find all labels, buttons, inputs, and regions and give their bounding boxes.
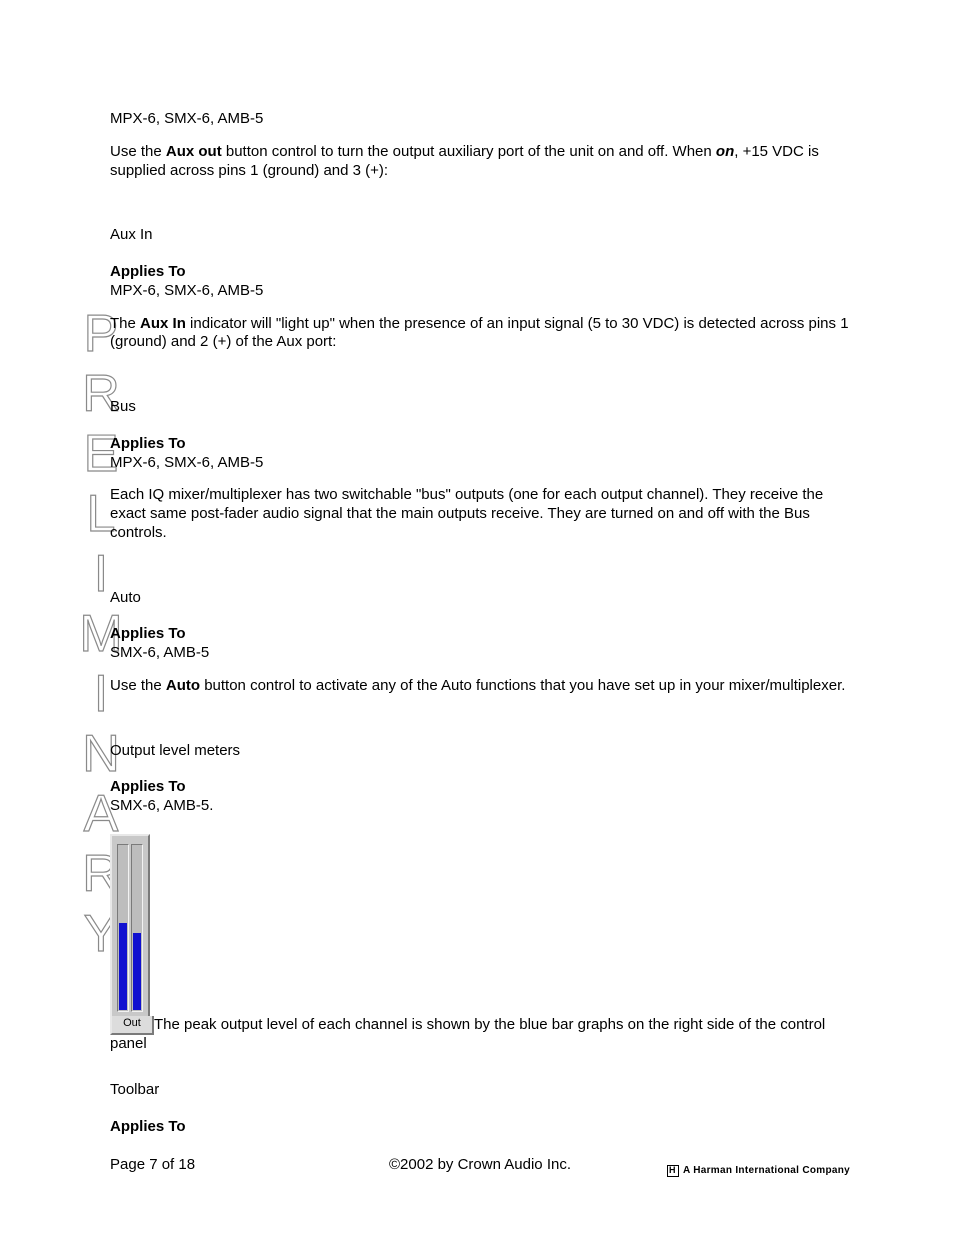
bus-body: Each IQ mixer/multiplexer has two switch… bbox=[110, 486, 850, 542]
auxout-body: Use the Aux out button control to turn t… bbox=[110, 143, 850, 181]
text: The bbox=[110, 315, 140, 332]
auto-bold: Auto bbox=[166, 677, 200, 694]
output-meter-graphic: Out bbox=[110, 834, 154, 1035]
auto-applies-value: SMX-6, AMB-5 bbox=[110, 644, 850, 663]
bus-title: Bus bbox=[110, 398, 850, 417]
meters-applies-value: SMX-6, AMB-5. bbox=[110, 797, 850, 816]
toolbar-title: Toolbar bbox=[110, 1081, 850, 1100]
text: Use the bbox=[110, 143, 166, 160]
auxout-on: on bbox=[716, 143, 734, 160]
auxin-applies-value: MPX-6, SMX-6, AMB-5 bbox=[110, 282, 850, 301]
meter-fill-right bbox=[133, 933, 141, 1009]
auxin-applies-label: Applies To bbox=[110, 263, 850, 282]
text: indicator will "light up" when the prese… bbox=[110, 315, 849, 351]
meters-body: The peak output level of each channel is… bbox=[110, 1016, 825, 1052]
auxin-body: The Aux In indicator will "light up" whe… bbox=[110, 315, 850, 353]
auxout-applies-value: MPX-6, SMX-6, AMB-5 bbox=[110, 110, 850, 129]
meter-fill-left bbox=[119, 923, 127, 1009]
auxout-bold: Aux out bbox=[166, 143, 222, 160]
auto-applies-label: Applies To bbox=[110, 625, 850, 644]
auxin-bold: Aux In bbox=[140, 315, 186, 332]
meters-title: Output level meters bbox=[110, 742, 850, 761]
toolbar-applies-label: Applies To bbox=[110, 1118, 850, 1137]
meters-row: Out The peak output level of each channe… bbox=[110, 834, 850, 1054]
meter-frame bbox=[110, 834, 150, 1016]
bus-applies-label: Applies To bbox=[110, 435, 850, 454]
auxin-title: Aux In bbox=[110, 226, 850, 245]
meters-applies-label: Applies To bbox=[110, 778, 850, 797]
meter-out-label: Out bbox=[110, 1016, 154, 1035]
text: Use the bbox=[110, 677, 166, 694]
footer-company-text: A Harman International Company bbox=[683, 1165, 850, 1178]
meter-track-left bbox=[117, 844, 129, 1012]
page-content: MPX-6, SMX-6, AMB-5 Use the Aux out butt… bbox=[110, 110, 850, 1137]
text: button control to activate any of the Au… bbox=[200, 677, 845, 694]
meter-track-right bbox=[131, 844, 143, 1012]
harman-logo-icon bbox=[667, 1165, 679, 1177]
footer-company: A Harman International Company bbox=[667, 1165, 850, 1178]
text: button control to turn the output auxili… bbox=[222, 143, 716, 160]
auto-title: Auto bbox=[110, 589, 850, 608]
bus-applies-value: MPX-6, SMX-6, AMB-5 bbox=[110, 454, 850, 473]
auto-body: Use the Auto button control to activate … bbox=[110, 677, 850, 696]
